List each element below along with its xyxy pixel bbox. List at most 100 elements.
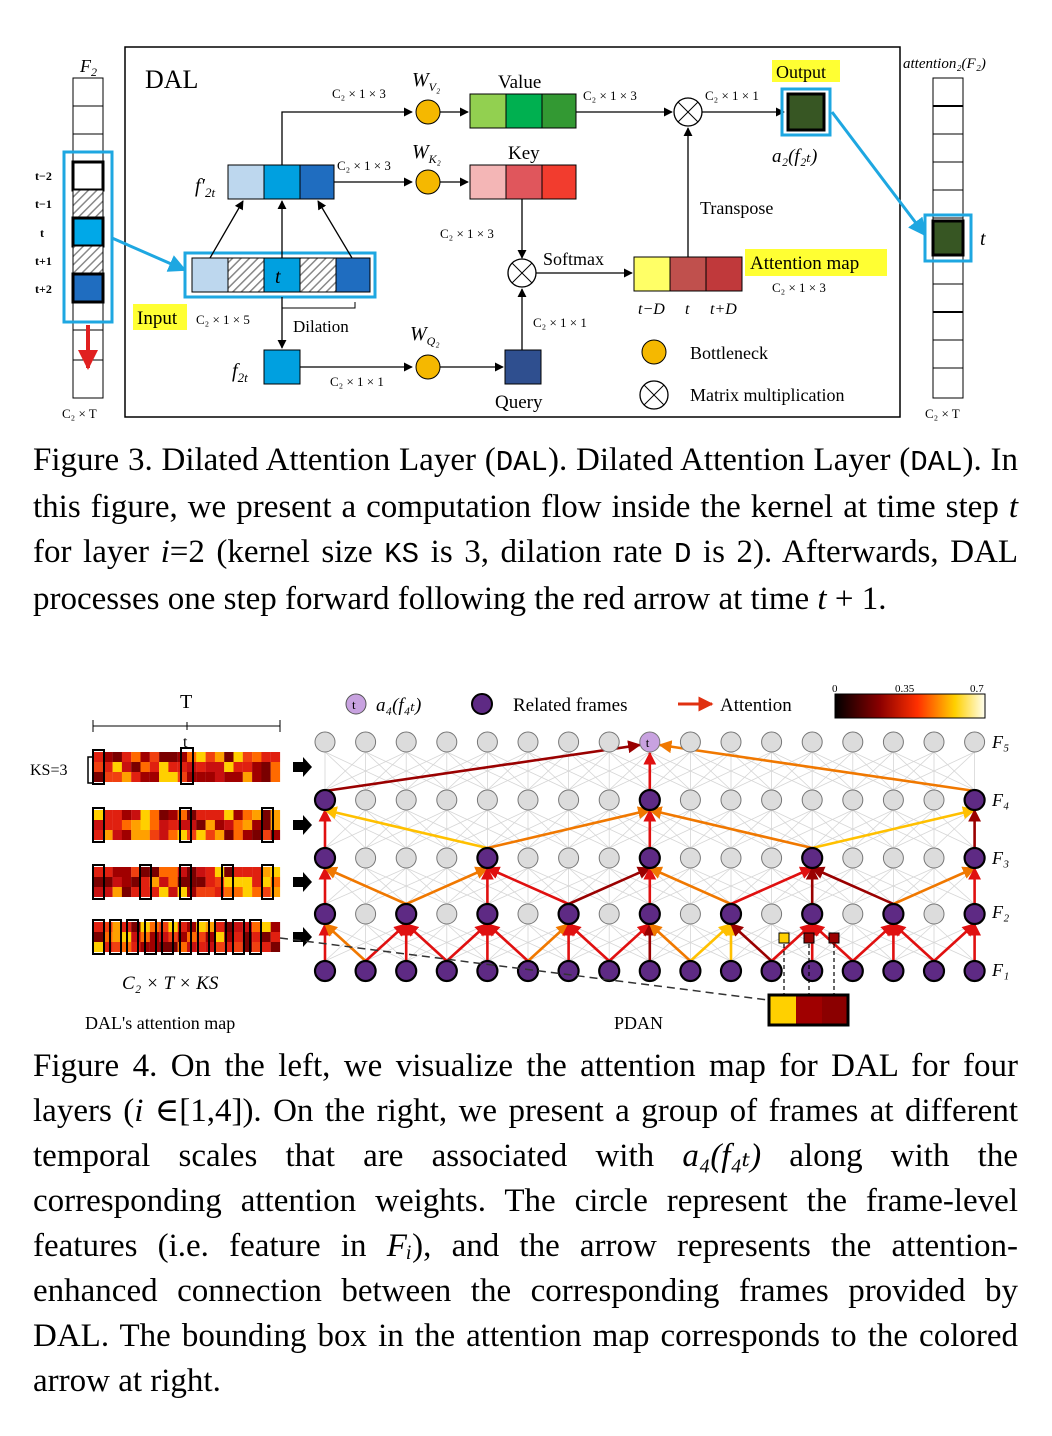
- wk-label: WK₂: [412, 141, 441, 166]
- dim-output: C₂ × 1 × 1: [705, 88, 759, 103]
- frame-node: [801, 731, 823, 753]
- frame-node: [516, 959, 540, 983]
- attention-map-cells: [633, 256, 743, 292]
- graph-edge: [690, 809, 732, 849]
- heatmap-box: [261, 807, 274, 843]
- frame-node: [476, 959, 499, 983]
- attention-arrow: [567, 923, 611, 962]
- heatmap-box: [161, 919, 174, 955]
- heatmap-cell: [233, 942, 243, 952]
- heatmap-cell: [94, 772, 104, 782]
- heatmap-cell: [196, 810, 206, 820]
- frame-node: [923, 903, 945, 925]
- graph-edge: [852, 809, 894, 849]
- frame-node: [963, 959, 986, 983]
- frame-node: [963, 902, 986, 926]
- heatmap-cell: [112, 867, 122, 877]
- heatmap-cell: [214, 752, 225, 762]
- heatmap-cell: [224, 752, 234, 762]
- kernel-weight-marker: [778, 932, 790, 944]
- graph-edge: [852, 867, 935, 905]
- heatmap-cell: [196, 752, 206, 762]
- heatmap-box: [179, 919, 192, 955]
- map-caption: DAL's attention map: [85, 1013, 235, 1033]
- graph-edge: [568, 809, 610, 849]
- heatmap-cell: [112, 830, 122, 840]
- frame-node: [355, 731, 377, 753]
- heatmap-cell: [252, 762, 262, 772]
- graph-edge: [852, 751, 935, 791]
- attention-arrow: [527, 923, 570, 962]
- graph-edge: [690, 867, 772, 905]
- heatmap-cell: [103, 810, 113, 820]
- heatmap-cell: [112, 877, 122, 887]
- graph-edge: [730, 751, 772, 791]
- frame-node: [882, 959, 905, 983]
- frame-node: [395, 731, 417, 753]
- graph-edge: [730, 867, 772, 905]
- f2t-label: f2t: [232, 360, 248, 385]
- heatmap-cell: [94, 830, 104, 840]
- output-cell: [786, 92, 826, 132]
- key-cells: [469, 164, 577, 200]
- heatmap-cell: [205, 877, 215, 887]
- attention-map-ticks: t−D t t+D: [638, 301, 737, 318]
- graph-edge: [812, 751, 894, 791]
- heatmap-cell: [205, 752, 215, 762]
- frame-node: [679, 959, 702, 983]
- figure-4-diagram: T t KS=3 C₂ × T × KS DAL's attention map…: [30, 683, 1009, 1033]
- heatmap-cell: [242, 762, 253, 772]
- colorbar-tick-0: 0: [832, 683, 838, 695]
- heatmap-box: [92, 807, 105, 843]
- heatmap-cell: [140, 810, 150, 820]
- heatmap-cell: [94, 887, 104, 897]
- heatmap-cell: [270, 932, 281, 942]
- heatmap-cell: [187, 752, 197, 762]
- graph-edge: [487, 923, 569, 962]
- graph-edge: [771, 751, 853, 791]
- graph-edge: [771, 751, 813, 791]
- frame-node: [355, 903, 377, 925]
- frame-node: [558, 731, 580, 753]
- attention-arrow: [811, 866, 894, 906]
- heatmap-cell: [242, 932, 253, 942]
- query-label: Query: [495, 392, 543, 413]
- heatmap-cell: [103, 762, 113, 772]
- kernel-frame: [767, 993, 850, 1027]
- figure-4-caption: Figure 4. On the left, we visualize the …: [33, 1048, 1018, 1399]
- heatmap-cell: [94, 942, 104, 952]
- heatmap-cell: [233, 887, 243, 897]
- svg-text:F₂: F₂: [991, 902, 1009, 922]
- heatmap-cell: [121, 830, 132, 840]
- bottleneck-k: [415, 169, 441, 195]
- heatmap-cell: [168, 887, 178, 897]
- heatmap-cell: [261, 772, 271, 782]
- heatmap-cell: [94, 877, 104, 887]
- heatmap-cell: [242, 877, 253, 887]
- legend-related: Related frames: [513, 695, 627, 716]
- graph-edge: [649, 751, 732, 791]
- heatmap-arrow: [293, 757, 312, 777]
- graph-edge: [893, 923, 975, 962]
- heatmap-cell: [224, 887, 234, 897]
- dal-title: DAL: [145, 65, 198, 94]
- frame-node: [761, 903, 783, 925]
- heatmap-cell: [159, 820, 169, 830]
- frame-node: [435, 959, 458, 983]
- heatmap-box: [92, 919, 105, 955]
- heatmap-cell: [270, 772, 281, 782]
- colorbar: [834, 693, 986, 719]
- heatmap-cell: [233, 762, 243, 772]
- legend-a4: a₄(f₄ₜ): [376, 695, 421, 716]
- dal-box: [124, 46, 901, 418]
- frame-node: [355, 789, 377, 811]
- attention-arrow: [405, 923, 448, 962]
- heatmap-cell: [168, 820, 178, 830]
- heatmap-cell: [149, 942, 160, 952]
- heatmap-cell: [270, 810, 281, 820]
- heatmap-cell: [252, 867, 262, 877]
- dim-value-out: C₂ × 1 × 3: [583, 88, 637, 103]
- attention-arrow: [648, 866, 732, 906]
- attention-arrow: [730, 923, 773, 962]
- input-dim: C₂ × 1 × 5: [196, 312, 250, 327]
